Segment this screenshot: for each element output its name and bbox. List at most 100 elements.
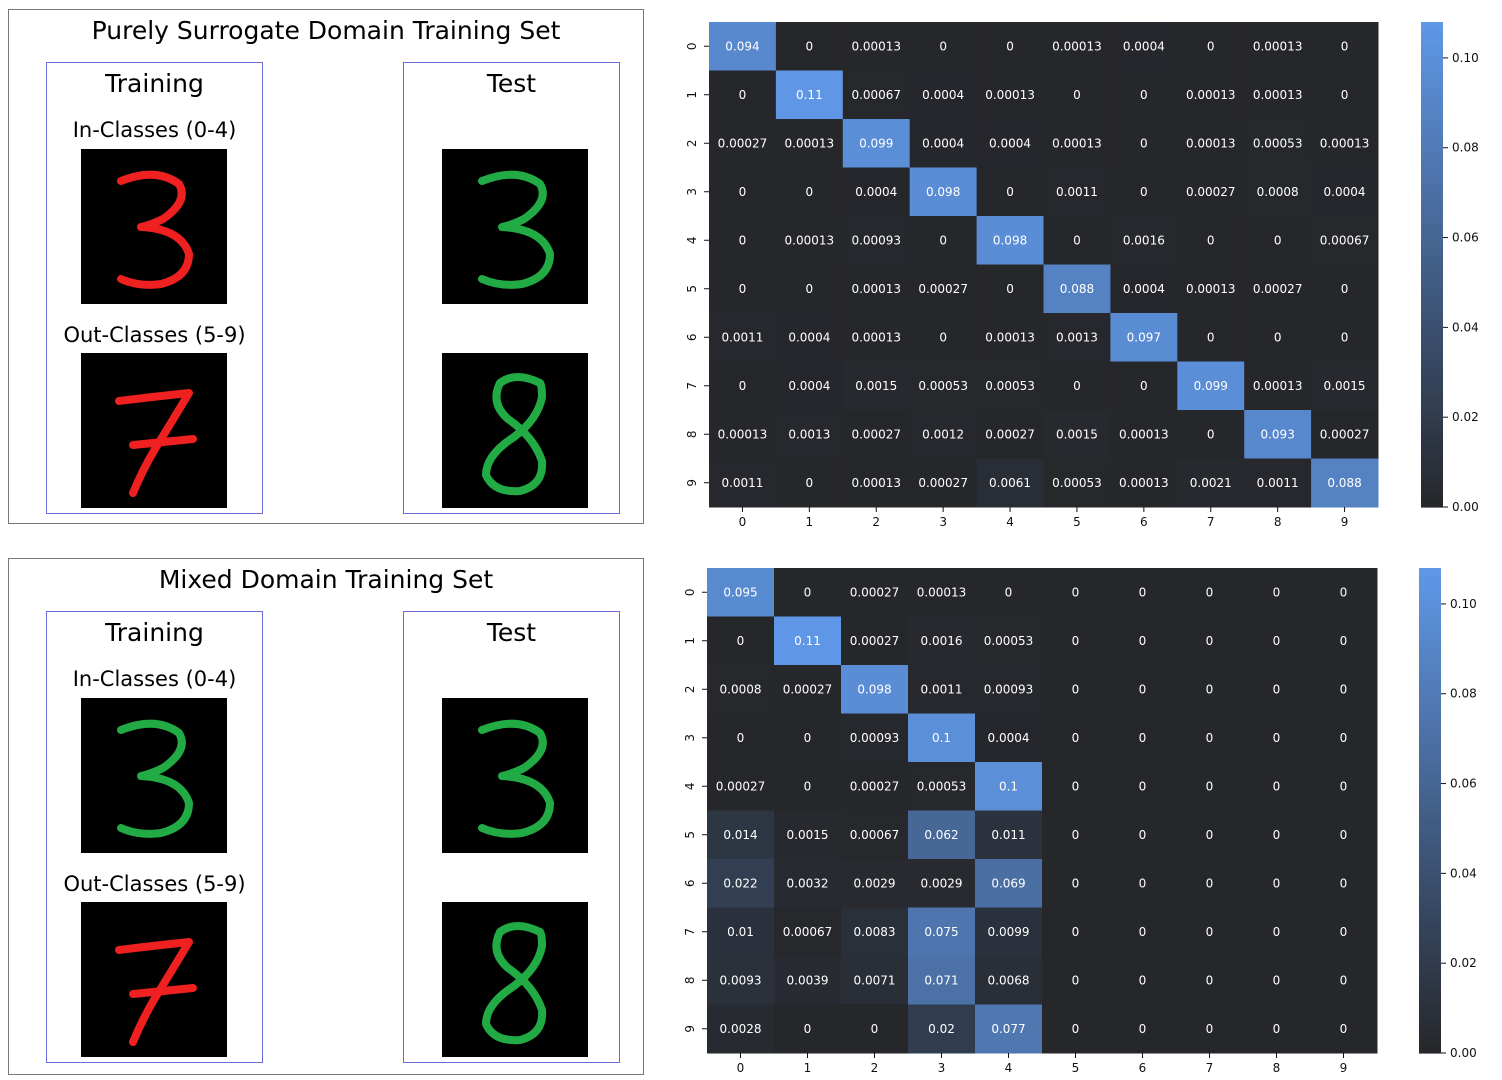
heatmap-cell	[709, 167, 777, 217]
colorbar-segment	[1421, 490, 1443, 500]
heatmap-cell	[908, 1004, 976, 1054]
colorbar-segment	[1421, 304, 1443, 314]
training-label: Training	[105, 69, 204, 98]
heatmap-cell	[1311, 313, 1379, 362]
colorbar-segment	[1419, 721, 1441, 731]
heatmap-cell	[1042, 616, 1110, 666]
heatmap-cell	[1310, 568, 1378, 617]
x-tick-label: 4	[1005, 1061, 1013, 1075]
cell-value-label: 0	[804, 1022, 812, 1036]
heatmap-cell	[1043, 22, 1111, 71]
heatmap-cell	[975, 616, 1043, 666]
heatmap-cell	[774, 810, 842, 860]
colorbar-segment	[1419, 592, 1441, 601]
cell-value-label: 0	[806, 476, 814, 490]
heatmap-cell	[976, 119, 1044, 168]
heatmap-cell	[1043, 458, 1111, 508]
colorbar-segment	[1419, 689, 1441, 698]
heatmap-cell	[1109, 713, 1177, 763]
cell-value-label: 0.099	[859, 136, 893, 150]
cell-value-label: 0	[739, 379, 747, 393]
x-tick-label: 3	[938, 1061, 946, 1075]
colorbar-segment	[1419, 834, 1441, 844]
cell-value-label: 0.0029	[921, 876, 963, 890]
heatmap-cell	[775, 22, 844, 71]
cell-value-label: 0	[1206, 731, 1214, 745]
heatmap-cell	[1244, 22, 1312, 71]
heatmap-cell	[1043, 313, 1111, 362]
colorbar-segment	[1419, 648, 1441, 658]
heatmap-cell	[1110, 216, 1178, 265]
cell-value-label: 0	[1072, 1022, 1080, 1036]
heatmap-cell	[707, 907, 775, 957]
heatmap-cell	[1176, 616, 1244, 666]
heatmap-cell	[1042, 859, 1110, 908]
heatmap-cell	[707, 665, 775, 714]
colorbar-segment	[1421, 442, 1443, 452]
heatmap-cell	[1243, 907, 1311, 957]
cell-value-label: 0.0004	[1324, 185, 1366, 199]
cell-value-label: 0.00013	[1320, 136, 1370, 150]
cell-value-label: 0.00027	[918, 476, 968, 490]
x-tick-label: 6	[1139, 1061, 1147, 1075]
cell-value-label: 0.095	[723, 585, 757, 599]
cell-value-label: 0.1	[999, 779, 1018, 793]
cell-value-label: 0.1	[932, 731, 951, 745]
colorbar-segment	[1421, 313, 1443, 322]
cell-value-label: 0	[1072, 876, 1080, 890]
cell-value-label: 0.097	[1127, 330, 1161, 344]
colorbar-tick-label: 0.06	[1450, 777, 1477, 791]
training-box: Training In-Classes (0-4) Out-Classes (5…	[46, 62, 263, 514]
colorbar-segment	[1419, 729, 1441, 739]
cell-value-label: 0	[1139, 731, 1147, 745]
heatmap-cell	[1043, 216, 1111, 265]
heatmap-cell	[909, 458, 978, 508]
heatmap-cell	[1311, 264, 1379, 314]
cell-value-label: 0	[939, 39, 947, 53]
heatmap-cell	[842, 119, 911, 168]
cell-value-label: 0	[1340, 925, 1348, 939]
colorbar-segment	[1421, 199, 1443, 209]
cell-value-label: 0.00013	[1119, 427, 1169, 441]
heatmap-cell	[1243, 859, 1311, 908]
colorbar-segment	[1419, 947, 1441, 957]
y-tick-label: 3	[685, 188, 699, 196]
heatmap-cell	[709, 119, 777, 168]
heatmap-cell	[842, 361, 911, 411]
colorbar-segment	[1419, 899, 1441, 909]
cell-value-label: 0	[1139, 682, 1147, 696]
colorbar-segment	[1421, 361, 1443, 371]
heatmap-cell	[775, 216, 844, 265]
colorbar-segment	[1419, 608, 1441, 618]
heatmap-cell	[1244, 119, 1312, 168]
heatmap-cell	[1243, 810, 1311, 860]
heatmap-cell	[774, 665, 842, 714]
cell-value-label: 0.00067	[1320, 233, 1370, 247]
cell-value-label: 0	[1207, 39, 1215, 53]
cell-value-label: 0.00027	[850, 779, 900, 793]
heatmap-cell	[1177, 22, 1245, 71]
colorbar-segment	[1419, 640, 1441, 650]
cell-value-label: 0	[1206, 876, 1214, 890]
colorbar-segment	[1419, 737, 1441, 747]
cell-value-label: 0	[1139, 1022, 1147, 1036]
cell-value-label: 0.0004	[788, 379, 830, 393]
cell-value-label: 0	[1139, 779, 1147, 793]
cell-value-label: 0.00053	[1253, 136, 1303, 150]
cell-value-label: 0.0032	[787, 876, 829, 890]
colorbar-segment	[1419, 1036, 1441, 1046]
cell-value-label: 0.01	[727, 925, 754, 939]
heatmap-cell	[909, 167, 978, 217]
cell-value-label: 0.075	[924, 925, 958, 939]
cell-value-label: 0	[1273, 925, 1281, 939]
x-tick-label: 1	[804, 1061, 812, 1075]
heatmap-cell	[1244, 361, 1312, 411]
colorbar-segment	[1421, 345, 1443, 355]
test-box: Test	[403, 611, 620, 1063]
colorbar-segment	[1421, 78, 1443, 88]
colorbar-segment	[1421, 288, 1443, 298]
cell-value-label: 0.02	[928, 1022, 955, 1036]
heatmap-cell	[909, 119, 978, 168]
x-tick-label: 9	[1341, 515, 1349, 529]
